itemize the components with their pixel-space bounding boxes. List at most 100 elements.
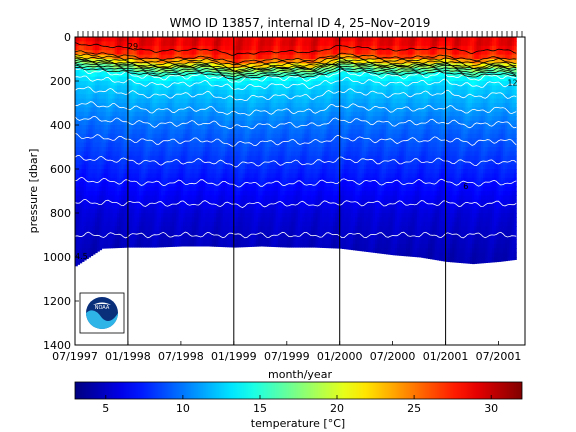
- temperature-cell: [200, 169, 204, 174]
- temperature-cell: [150, 164, 153, 170]
- temperature-cell: [174, 230, 178, 236]
- temperature-cell: [176, 89, 180, 95]
- temperature-cell: [198, 50, 202, 56]
- temperature-cell: [249, 155, 253, 161]
- temperature-cell: [79, 120, 83, 126]
- temperature-cell: [103, 129, 107, 135]
- temperature-cell: [264, 239, 268, 245]
- temperature-cell: [271, 89, 275, 95]
- temperature-cell: [178, 94, 182, 100]
- temperature-cell: [185, 67, 189, 73]
- temperature-cell: [205, 226, 208, 232]
- temperature-cell: [116, 182, 120, 188]
- temperature-cell: [176, 76, 180, 82]
- temperature-cell: [116, 89, 120, 95]
- temperature-cell: [286, 221, 290, 227]
- temperature-cell: [94, 151, 98, 157]
- temperature-cell: [112, 125, 116, 130]
- temperature-cell: [220, 85, 224, 91]
- temperature-cell: [273, 235, 277, 240]
- temperature-cell: [81, 226, 85, 232]
- temperature-cell: [253, 226, 257, 232]
- temperature-cell: [209, 213, 213, 218]
- temperature-cell: [236, 98, 239, 104]
- temperature-cell: [194, 230, 197, 236]
- temperature-cell: [176, 226, 180, 232]
- temperature-cell: [92, 67, 96, 73]
- temperature-cell: [293, 169, 297, 174]
- temperature-cell: [260, 182, 264, 188]
- temperature-cell: [202, 103, 206, 108]
- temperature-cell: [165, 239, 169, 245]
- temperature-cell: [191, 155, 195, 161]
- temperature-cell: [143, 217, 147, 223]
- temperature-cell: [154, 195, 158, 201]
- temperature-cell: [94, 129, 98, 135]
- temperature-cell: [271, 160, 275, 166]
- temperature-cell: [81, 45, 85, 51]
- temperature-cell: [220, 186, 224, 192]
- temperature-cell: [209, 89, 213, 95]
- temperature-cell: [233, 89, 237, 95]
- temperature-cell: [264, 186, 268, 192]
- temperature-cell: [244, 129, 248, 135]
- temperature-cell: [123, 59, 127, 64]
- temperature-cell: [295, 199, 299, 205]
- temperature-cell: [112, 107, 116, 113]
- temperature-cell: [273, 54, 277, 60]
- temperature-cell: [189, 138, 193, 144]
- temperature-cell: [119, 182, 122, 188]
- temperature-cell: [258, 195, 261, 201]
- temperature-cell: [92, 235, 96, 240]
- temperature-cell: [180, 208, 184, 214]
- temperature-cell: [200, 45, 204, 51]
- temperature-cell: [94, 133, 98, 139]
- temperature-cell: [176, 230, 180, 236]
- temperature-cell: [213, 85, 217, 91]
- temperature-cell: [229, 226, 233, 232]
- temperature-cell: [200, 81, 204, 86]
- temperature-cell: [125, 50, 129, 56]
- temperature-cell: [169, 230, 173, 236]
- temperature-cell: [216, 191, 219, 196]
- temperature-cell: [110, 94, 114, 100]
- temperature-cell: [275, 54, 279, 60]
- temperature-cell: [88, 54, 92, 60]
- temperature-cell: [125, 120, 129, 126]
- temperature-cell: [231, 151, 235, 157]
- temperature-cell: [238, 226, 242, 232]
- temperature-cell: [227, 195, 231, 201]
- temperature-cell: [101, 59, 105, 64]
- temperature-cell: [143, 204, 147, 210]
- temperature-cell: [108, 142, 111, 148]
- temperature-cell: [284, 59, 288, 64]
- temperature-cell: [180, 230, 184, 236]
- temperature-cell: [225, 142, 228, 148]
- temperature-cell: [116, 221, 120, 227]
- temperature-cell: [288, 116, 292, 122]
- temperature-cell: [238, 138, 242, 144]
- temperature-cell: [152, 243, 156, 248]
- temperature-cell: [297, 76, 301, 82]
- temperature-cell: [269, 103, 272, 108]
- temperature-cell: [130, 67, 133, 73]
- temperature-cell: [145, 191, 149, 196]
- temperature-cell: [194, 177, 197, 183]
- temperature-cell: [225, 226, 228, 232]
- temperature-cell: [99, 98, 103, 104]
- temperature-cell: [191, 177, 195, 183]
- temperature-cell: [88, 164, 92, 170]
- temperature-cell: [293, 173, 297, 179]
- profile-column: [180, 37, 184, 247]
- temperature-cell: [240, 147, 244, 152]
- temperature-cell: [209, 76, 213, 82]
- temperature-cell: [81, 230, 85, 236]
- temperature-cell: [240, 41, 244, 47]
- temperature-cell: [242, 217, 246, 223]
- temperature-cell: [216, 199, 219, 205]
- temperature-cell: [258, 177, 261, 183]
- temperature-cell: [88, 243, 92, 249]
- temperature-cell: [183, 50, 186, 56]
- temperature-cell: [194, 37, 197, 42]
- temperature-cell: [119, 81, 122, 86]
